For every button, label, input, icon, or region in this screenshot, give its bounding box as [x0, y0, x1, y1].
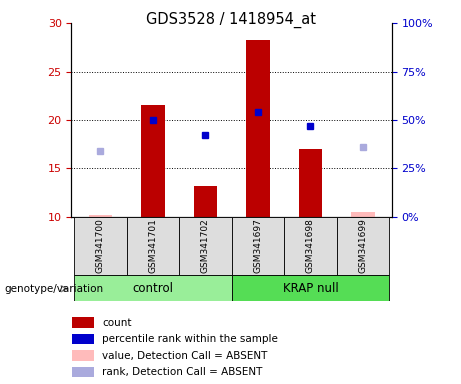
Text: KRAP null: KRAP null [283, 281, 338, 295]
Bar [72, 350, 94, 361]
Bar [141, 106, 165, 217]
Bar [72, 367, 94, 377]
Bar [231, 217, 284, 275]
Bar [74, 275, 231, 301]
Text: GSM341697: GSM341697 [254, 218, 262, 273]
Text: GSM341698: GSM341698 [306, 218, 315, 273]
Bar [72, 317, 94, 328]
Bar [284, 217, 337, 275]
Text: percentile rank within the sample: percentile rank within the sample [102, 334, 278, 344]
Bar [194, 186, 217, 217]
Text: GDS3528 / 1418954_at: GDS3528 / 1418954_at [146, 12, 315, 28]
Text: control: control [132, 281, 173, 295]
Bar [299, 149, 322, 217]
Bar [246, 40, 270, 217]
Text: value, Detection Call = ABSENT: value, Detection Call = ABSENT [102, 351, 267, 361]
Bar [72, 334, 94, 344]
Text: GSM341701: GSM341701 [148, 218, 157, 273]
Text: genotype/variation: genotype/variation [5, 284, 104, 294]
Text: count: count [102, 318, 131, 328]
Bar [74, 217, 127, 275]
Bar [179, 217, 231, 275]
Bar [89, 215, 112, 217]
Text: rank, Detection Call = ABSENT: rank, Detection Call = ABSENT [102, 367, 262, 377]
Bar [351, 212, 375, 217]
Bar [231, 275, 389, 301]
Bar [127, 217, 179, 275]
Text: GSM341702: GSM341702 [201, 218, 210, 273]
Text: GSM341700: GSM341700 [96, 218, 105, 273]
Text: GSM341699: GSM341699 [359, 218, 367, 273]
Bar [337, 217, 389, 275]
